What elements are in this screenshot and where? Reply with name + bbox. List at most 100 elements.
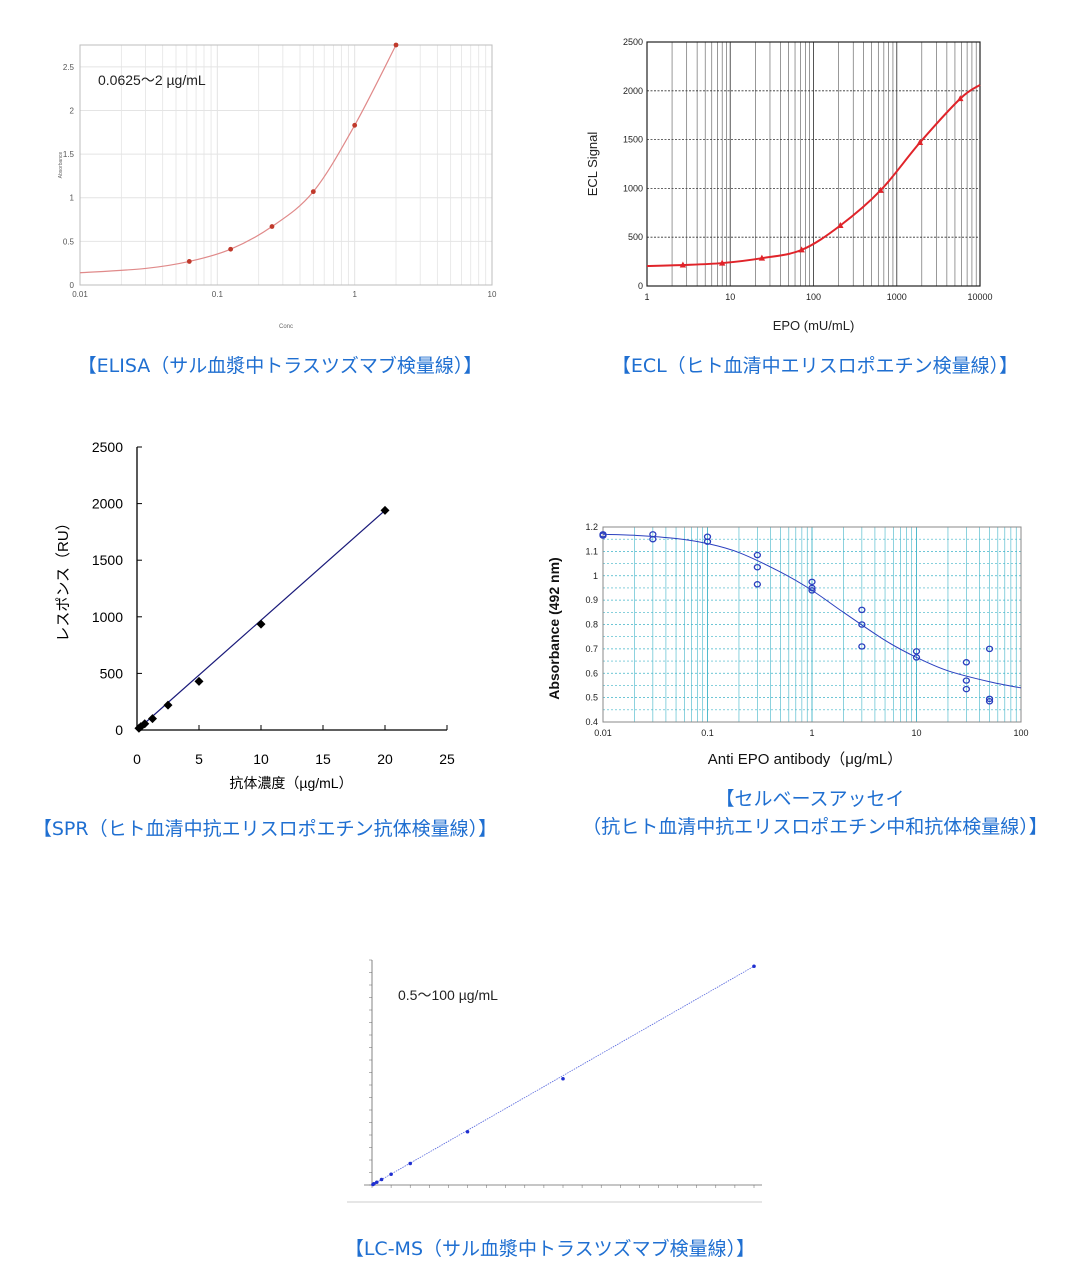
data-point	[140, 719, 150, 729]
y-tick-label: 1500	[92, 552, 123, 568]
data-point	[310, 189, 316, 195]
data-point	[753, 581, 762, 588]
x-tick-label: 1	[644, 292, 649, 302]
x-axis-label: 抗体濃度（µg/mL）	[229, 775, 352, 791]
x-tick-label: 5	[195, 751, 203, 767]
data-point	[985, 695, 994, 703]
plot-frame	[602, 526, 1022, 723]
ecl-chart: 0 500 1000 1500 2000 2500 1 10 100 1000 10000 EPO (…	[585, 37, 993, 333]
data-point	[985, 645, 994, 653]
data-point	[808, 578, 816, 586]
x-tick-label: 0.01	[72, 290, 88, 299]
y-tick-label: 1000	[92, 609, 123, 625]
y-tick-label: 0.8	[585, 620, 598, 630]
x-axis-label: EPO (mU/mL)	[773, 318, 855, 333]
ecl-panel: 0 500 1000 1500 2000 2500 1 10 100 1000 10000 EPO (…	[575, 28, 1005, 340]
fit-line	[371, 965, 755, 1186]
data-point	[465, 1129, 470, 1134]
data-point	[163, 700, 173, 710]
data-point	[372, 1181, 376, 1186]
y-tick-label: 1.5	[63, 150, 75, 159]
data-point	[858, 643, 866, 650]
data-point	[389, 1172, 393, 1177]
data-point	[912, 654, 921, 661]
y-axis-label: Absorbance (492 nm)	[546, 557, 562, 699]
x-tick-label: 10	[253, 751, 269, 767]
data-point	[269, 224, 275, 229]
data-point	[256, 619, 266, 629]
data-point	[798, 246, 805, 253]
data-point	[379, 1177, 384, 1182]
data-point	[752, 964, 756, 969]
spr-caption: 【SPR（ヒト血清中抗エリスロポエチン抗体検量線）】	[32, 818, 498, 840]
lcms-panel: 0.5～100 µg/mL	[330, 950, 770, 1215]
x-tick-label: 20	[377, 751, 393, 767]
y-tick-label: 0.4	[585, 717, 598, 727]
data-point	[985, 698, 994, 705]
x-tick-label: 10	[911, 728, 921, 738]
data-point	[228, 246, 234, 252]
data-point	[352, 122, 358, 128]
cell-caption-line2: （抗ヒト血清中抗エリスロポエチン中和抗体検量線）】	[582, 816, 1048, 838]
elisa-caption: 【ELISA（サル血漿中トラスツズマブ検量線）】	[77, 355, 483, 377]
x-tick-label: 0	[133, 751, 141, 767]
data-point	[962, 677, 971, 684]
x-tick-label: 10	[488, 290, 497, 299]
data-point	[877, 186, 884, 193]
y-tick-label: 2500	[623, 37, 643, 47]
x-tick-label: 10000	[967, 292, 992, 302]
ecl-caption: 【ECL（ヒト血清中エリスロポエチン検量線）】	[611, 355, 1019, 377]
data-point	[679, 261, 687, 268]
elisa-chart: 0 0.5 1 1.5 2 2.5 0.01 0.1 1 10 Conc Absorbance 0.06…	[58, 42, 497, 330]
y-tick-label: 2.5	[63, 63, 75, 72]
y-tick-label: 1	[70, 194, 75, 203]
y-tick-label: 1.1	[585, 546, 598, 556]
data-point	[649, 535, 657, 543]
y-tick-label: 2000	[623, 86, 643, 96]
y-tick-label: 1000	[623, 183, 643, 193]
elisa-panel: 0 0.5 1 1.5 2 2.5 0.01 0.1 1 10 Conc Absorbance 0.06…	[40, 30, 510, 340]
y-axis-label: ECL Signal	[585, 132, 600, 197]
y-tick-label: 0.5	[63, 237, 75, 246]
data-point	[718, 259, 726, 266]
y-tick-label: 0.9	[585, 595, 598, 605]
y-tick-label: 2500	[92, 439, 123, 455]
data-point	[957, 95, 964, 102]
y-tick-label: 0.6	[585, 668, 598, 678]
x-tick-label: 0.01	[594, 728, 612, 738]
data-point	[703, 538, 712, 545]
plot-frame	[79, 44, 493, 286]
data-point	[408, 1161, 412, 1166]
y-axis-label: Absorbance	[58, 151, 64, 178]
data-point	[393, 42, 399, 48]
y-tick-label: 0.5	[585, 693, 598, 703]
x-tick-label: 25	[439, 751, 455, 767]
spr-chart: 0 500 1000 1500 2000 2500 0 5 10 15 20 25 抗体濃度（µg/mL…	[55, 439, 455, 791]
data-point	[912, 648, 921, 655]
y-tick-label: 0	[638, 281, 643, 291]
data-point	[753, 551, 762, 559]
data-point	[962, 659, 971, 666]
x-tick-label: 1	[352, 290, 357, 299]
lcms-caption: 【LC-MS（サル血漿中トラスツズマブ検量線）】	[344, 1238, 756, 1260]
y-tick-label: 1.2	[585, 522, 598, 532]
x-tick-label: 100	[1013, 728, 1028, 738]
range-annotation: 0.0625～2 µg/mL	[98, 72, 206, 88]
data-point	[561, 1076, 565, 1081]
fit-curve	[646, 84, 981, 267]
y-tick-label: 1	[593, 571, 598, 581]
lcms-chart: 0.5～100 µg/mL	[347, 959, 762, 1203]
range-annotation: 0.5～100 µg/mL	[398, 987, 498, 1003]
data-point	[374, 1180, 379, 1185]
data-point	[380, 505, 390, 515]
data-point	[858, 606, 866, 614]
data-point	[194, 676, 204, 686]
y-tick-label: 2	[70, 106, 75, 115]
spr-panel: 0 500 1000 1500 2000 2500 0 5 10 15 20 25 抗体濃度（µg/mL…	[40, 430, 480, 800]
y-tick-label: 500	[100, 665, 124, 681]
x-tick-label: 10	[725, 292, 735, 302]
y-axis-label: レスポンス（RU）	[55, 515, 72, 641]
cell-chart: 0.4 0.5 0.6 0.7 0.8 0.9 1 1.1 1.2 0.01 0.1 1 10 100 An…	[546, 522, 1029, 768]
data-point	[808, 587, 816, 594]
x-axis-label: Anti EPO antibody（μg/mL）	[708, 751, 903, 768]
